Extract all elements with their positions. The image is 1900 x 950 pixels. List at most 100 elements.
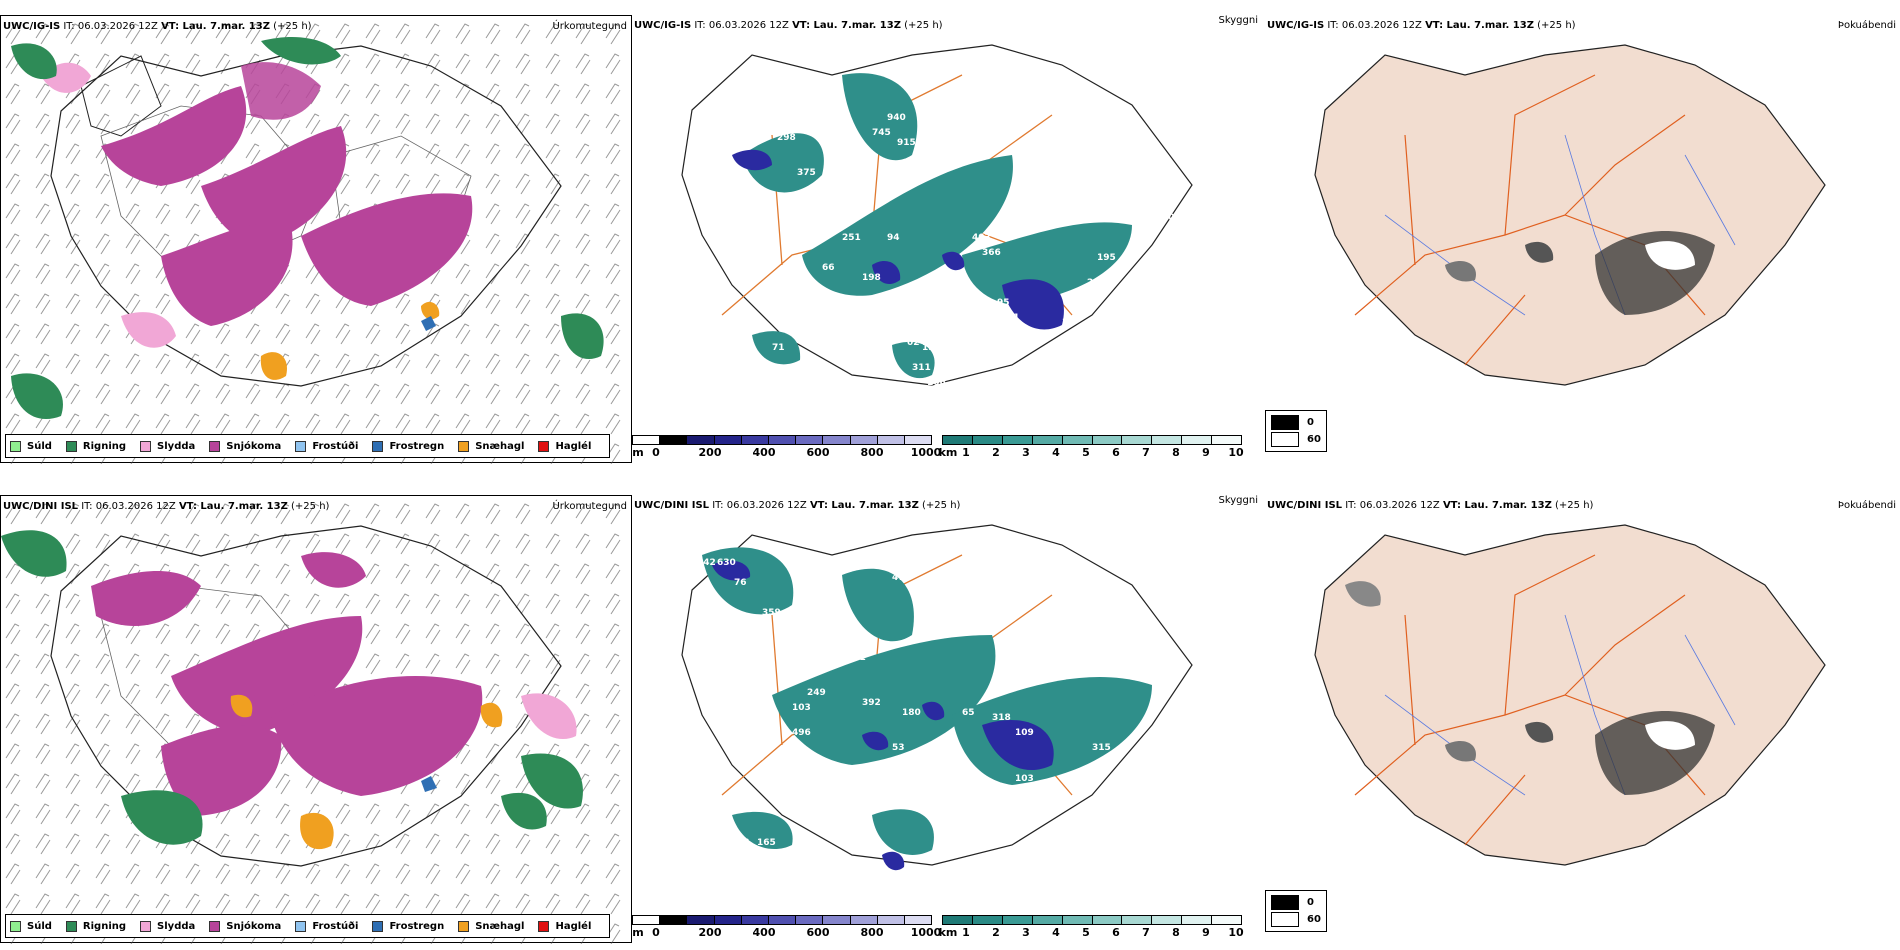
panel-header: UWC/DINI ISL IT: 06.03.2026 12Z VT: Lau.… [634, 500, 960, 511]
legend-label: Snæhagl [475, 920, 525, 932]
panel-header: UWC/IG-IS IT: 06.03.2026 12Z VT: Lau. 7.… [634, 20, 943, 31]
visibility-value-label: 471 [892, 573, 911, 583]
init-time: IT: 06.03.2026 12Z [712, 500, 807, 511]
precip-map [1, 496, 633, 944]
colorbar-tick: 600 [806, 446, 830, 459]
fog-panel-row1: UWC/IG-IS IT: 06.03.2026 12Z VT: Lau. 7.… [1265, 15, 1900, 463]
visibility-value-label: 264 [1177, 698, 1196, 708]
fog-legend-row: 60 [1271, 431, 1321, 448]
lead-time: (+25 h) [922, 500, 961, 511]
colorbar-tick: 7 [1142, 926, 1150, 939]
fog-legend-row: 60 [1271, 911, 1321, 928]
valid-time: VT: Lau. 7.mar. 13Z [178, 501, 288, 512]
visibility-value-label: 180 [902, 708, 921, 718]
colorbar-strip [942, 435, 1242, 445]
fog-map [1314, 524, 1826, 866]
valid-time: VT: Lau. 7.mar. 13Z [792, 20, 901, 31]
colorbar-tick: 8 [1172, 926, 1180, 939]
colorbar-tick: 8 [1172, 446, 1180, 459]
visibility-value-label: 96 [732, 123, 745, 133]
precip-panel-row2: UWC/DINI ISL IT: 06.03.2026 12Z VT: Lau.… [0, 495, 633, 944]
colorbar-tick: 9 [1202, 926, 1210, 939]
legend-item: Snæhagl [458, 920, 525, 932]
legend-item: Frostregn [372, 920, 445, 932]
valid-time: VT: Lau. 7.mar. 13Z [1425, 20, 1534, 31]
colorbar-tick: 9 [1202, 446, 1210, 459]
colorbar-tick: 2 [992, 926, 1000, 939]
legend-item: Súld [10, 920, 52, 932]
precip-legend: Súld Rigning Slydda Snjókoma Frostúði Frostre… [5, 434, 611, 458]
colorbar-tick: 800 [860, 926, 884, 939]
legend-label: Frostregn [389, 920, 445, 932]
colorbar-tick: 200 [698, 446, 722, 459]
lead-time: (+25 h) [273, 21, 312, 32]
visibility-value-label: 11 [1007, 313, 1020, 323]
panel-title: Úrkomutegund [552, 501, 627, 512]
visibility-value-label: 745 [872, 128, 891, 138]
panel-title: Þokuábendi [1837, 500, 1896, 511]
legend-item: Frostúði [295, 440, 359, 452]
valid-time: VT: Lau. 7.mar. 13Z [1442, 500, 1552, 511]
colorbar-tick: 1000 [910, 926, 942, 939]
legend-item: Haglél [538, 920, 591, 932]
height-colorbar: m 0 200 400 600 800 1000 [632, 435, 941, 459]
legend-swatch [10, 920, 21, 932]
visibility-value-label: 94 [887, 233, 900, 243]
legend-item: Snjókoma [209, 920, 282, 932]
visibility-value-label: 198 [862, 273, 881, 283]
legend-swatch [372, 440, 384, 452]
init-time: IT: 06.03.2026 12Z [63, 21, 158, 32]
colorbar-tick: 1 [962, 926, 970, 939]
colorbar-tick: 6 [1112, 926, 1120, 939]
colorbar-strip [942, 915, 1242, 925]
legend-swatch [538, 920, 550, 932]
colorbar-tick: 200 [698, 926, 722, 939]
colorbar-tick: 3 [1022, 446, 1030, 459]
visibility-value-label: 366 [982, 248, 1001, 258]
colorbar-tick: 4 [1052, 446, 1060, 459]
legend-label: Frostúði [312, 440, 359, 452]
visibility-value-label: 392 [862, 698, 881, 708]
legend-item: Súld [10, 440, 52, 452]
colorbar-tick: 400 [752, 446, 776, 459]
colorbar-tick: 5 [1082, 446, 1090, 459]
init-time: IT: 06.03.2026 12Z [81, 501, 176, 512]
legend-swatch [140, 920, 152, 932]
visibility-value-label: 630 [717, 558, 736, 568]
legend-swatch [458, 920, 470, 932]
visibility-value-label: 02 [907, 338, 920, 348]
legend-item: Haglél [538, 440, 591, 452]
lead-time: (+25 h) [1537, 20, 1576, 31]
colorbar-tick: 3 [1022, 926, 1030, 939]
lead-time: (+25 h) [291, 501, 330, 512]
visibility-value-label: 382 [1177, 728, 1196, 738]
visibility-value-label: 109 [1015, 728, 1034, 738]
colorbar-tick: 10 [1228, 926, 1244, 939]
colorbar-strip [632, 915, 932, 925]
visibility-colorbar: km 1 2 3 4 5 6 7 8 9 10 [939, 915, 1244, 939]
visibility-value-label: 489 [1067, 772, 1086, 782]
legend-swatch [295, 920, 307, 932]
visibility-value-label: 981 [847, 653, 866, 663]
legend-label: Snjókoma [226, 920, 282, 932]
visibility-value-label: 28 [1087, 278, 1100, 288]
colorbar-tick: 800 [860, 446, 884, 459]
fog-panel-row2: UWC/DINI ISL IT: 06.03.2026 12Z VT: Lau.… [1265, 495, 1900, 943]
legend-swatch [65, 440, 77, 452]
visibility-value-label: 298 [777, 133, 796, 143]
fog-legend-swatch [1271, 415, 1299, 430]
legend-swatch [140, 440, 152, 452]
fog-legend-row: 0 [1271, 894, 1321, 911]
precip-legend: Súld Rigning Slydda Snjókoma Frostúði Frostre… [5, 914, 611, 938]
fog-legend-label: 60 [1307, 914, 1321, 925]
visibility-value-label: 76 [734, 578, 747, 588]
colorbar-tick: 4 [1052, 926, 1060, 939]
visibility-value-label: 631 [1162, 713, 1181, 723]
fog-legend-label: 0 [1307, 897, 1314, 908]
model-name: UWC/DINI ISL [634, 500, 710, 511]
visibility-value-label: 53 [892, 743, 905, 753]
init-time: IT: 06.03.2026 12Z [1345, 500, 1440, 511]
height-colorbar: m 0 200 400 600 800 1000 [632, 915, 941, 939]
visibility-value-label: 106 [927, 378, 946, 388]
colorbar-tick: 0 [652, 446, 660, 459]
